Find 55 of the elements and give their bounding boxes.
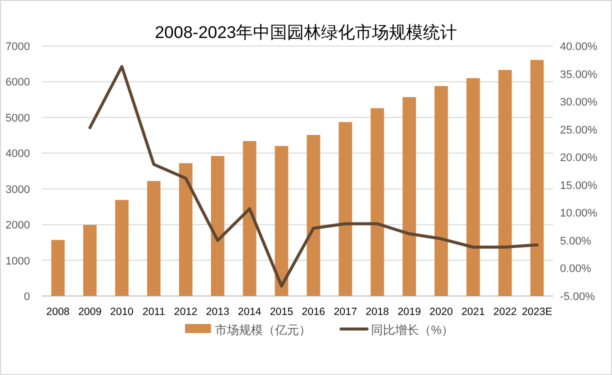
y-tick-label: 7000 (6, 41, 30, 53)
x-tick-label: 2013 (206, 306, 230, 318)
y-tick-label: 5000 (6, 112, 30, 124)
chart-title: 2008-2023年中国园林绿化市场规模统计 (154, 23, 458, 42)
y2-tick-label: 0.00% (560, 263, 592, 276)
legend-label: 同比增长（%） (371, 323, 454, 337)
x-tick-label: 2012 (174, 306, 198, 318)
legend-label: 市场规模（亿元） (215, 323, 311, 337)
y2-tick-label: 20.00% (560, 152, 598, 164)
x-tick-label: 2009 (78, 306, 102, 318)
y2-tick-label: 25.00% (560, 124, 598, 136)
x-tick-label: 2011 (142, 306, 166, 318)
y2-tick-label: 30.00% (560, 96, 598, 109)
legend-item: 同比增长（%） (340, 323, 454, 337)
bar (466, 78, 480, 296)
bar (498, 70, 512, 296)
bar (306, 134, 320, 296)
y2-tick-label: -5.00% (560, 291, 596, 303)
y-tick-label: 0 (24, 291, 30, 303)
y-tick-label: 4000 (6, 148, 30, 160)
x-tick-label: 2020 (430, 306, 454, 318)
x-tick-label: 2021 (461, 306, 485, 318)
y-tick-label: 1000 (6, 255, 30, 268)
x-tick-label: 2008 (46, 306, 70, 318)
x-tick-label: 2017 (334, 306, 358, 318)
bar (370, 108, 384, 296)
x-tick-label: 2015 (270, 306, 294, 318)
bar (115, 200, 129, 296)
bar (51, 240, 65, 296)
bar (179, 163, 192, 296)
y2-tick-label: 35.00% (560, 68, 598, 81)
legend-item: 市场规模（亿元） (185, 323, 311, 337)
y2-tick-label: 10.00% (560, 208, 598, 220)
bar (338, 122, 352, 296)
y-tick-label: 6000 (6, 76, 30, 89)
x-tick-label: 2010 (110, 306, 134, 318)
x-tick-label: 2018 (366, 306, 390, 318)
bar (83, 224, 97, 296)
x-tick-label: 2016 (302, 306, 326, 318)
bar (210, 156, 224, 296)
x-tick-label: 2023E (522, 306, 552, 318)
y2-tick-label: 40.00% (560, 41, 598, 53)
x-tick-label: 2014 (238, 306, 262, 318)
y2-tick-label: 5.00% (560, 235, 592, 248)
y-tick-label: 3000 (6, 184, 30, 196)
bar (147, 181, 160, 296)
y2-tick-label: 15.00% (560, 180, 598, 192)
bar (530, 60, 544, 296)
y-tick-label: 2000 (6, 220, 30, 232)
bar (402, 97, 416, 296)
bar (434, 86, 448, 296)
bar (274, 146, 288, 296)
x-tick-label: 2019 (398, 306, 422, 318)
bar (242, 141, 256, 296)
x-tick-label: 2022 (493, 306, 517, 318)
